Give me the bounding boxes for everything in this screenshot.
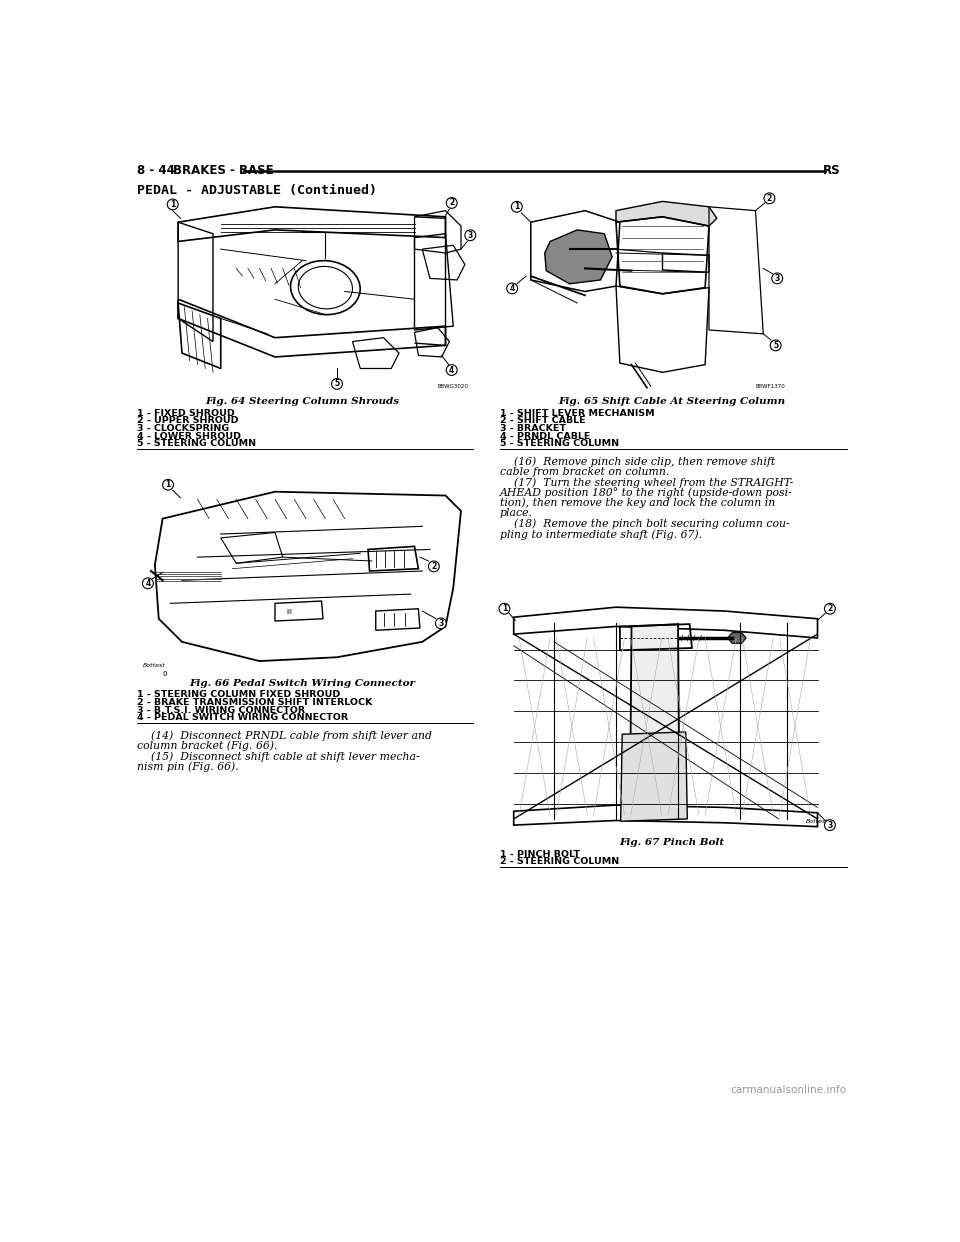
Polygon shape (544, 230, 612, 283)
Text: (14)  Disconnect PRNDL cable from shift lever and: (14) Disconnect PRNDL cable from shift l… (137, 730, 432, 741)
Text: column bracket (Fig. 66).: column bracket (Fig. 66). (137, 740, 277, 751)
Text: 2 - BRAKE TRANSMISSION SHIFT INTERLOCK: 2 - BRAKE TRANSMISSION SHIFT INTERLOCK (137, 698, 372, 707)
Text: (16)  Remove pinch side clip, then remove shift: (16) Remove pinch side clip, then remove… (500, 456, 775, 467)
Text: 3 - CLOCKSPRING: 3 - CLOCKSPRING (137, 424, 229, 433)
Polygon shape (728, 632, 746, 643)
Text: 3 - BRACKET: 3 - BRACKET (500, 424, 565, 433)
Text: 1: 1 (165, 481, 171, 489)
Text: 4 - LOWER SHROUD: 4 - LOWER SHROUD (137, 432, 241, 441)
Text: 4: 4 (510, 284, 515, 293)
Text: (17)  Turn the steering wheel from the STRAIGHT-: (17) Turn the steering wheel from the ST… (500, 477, 793, 488)
Circle shape (446, 197, 457, 209)
Text: 0: 0 (162, 671, 167, 677)
Circle shape (825, 820, 835, 831)
Text: Bottest: Bottest (805, 818, 828, 823)
Text: 1 - FIXED SHROUD: 1 - FIXED SHROUD (137, 409, 235, 417)
Text: 2: 2 (767, 194, 772, 202)
Text: 3: 3 (438, 619, 444, 628)
Text: 2 - UPPER SHROUD: 2 - UPPER SHROUD (137, 416, 238, 425)
Text: 5 - STEERING COLUMN: 5 - STEERING COLUMN (137, 440, 256, 448)
Circle shape (825, 604, 835, 614)
Text: 2: 2 (828, 604, 832, 614)
Text: 1 - PINCH BOLT: 1 - PINCH BOLT (500, 850, 580, 858)
Circle shape (331, 379, 343, 389)
Polygon shape (630, 625, 680, 815)
Text: 4 - PRNDL CABLE: 4 - PRNDL CABLE (500, 432, 590, 441)
Text: RS: RS (823, 164, 841, 178)
Text: 2: 2 (449, 199, 454, 207)
Text: 5 - STEERING COLUMN: 5 - STEERING COLUMN (500, 440, 619, 448)
Text: pling to intermediate shaft (Fig. 67).: pling to intermediate shaft (Fig. 67). (500, 529, 702, 539)
Text: carmanualsonline.info: carmanualsonline.info (731, 1084, 847, 1094)
Text: 2: 2 (431, 561, 437, 571)
Text: 1: 1 (170, 200, 176, 209)
Text: Fig. 64 Steering Column Shrouds: Fig. 64 Steering Column Shrouds (205, 397, 399, 406)
Circle shape (770, 340, 781, 350)
Text: Bottest: Bottest (143, 663, 166, 668)
Text: Fig. 65 Shift Cable At Steering Column: Fig. 65 Shift Cable At Steering Column (558, 397, 785, 406)
Text: 4 - PEDAL SWITCH WIRING CONNECTOR: 4 - PEDAL SWITCH WIRING CONNECTOR (137, 713, 348, 723)
Text: BRAKES - BASE: BRAKES - BASE (173, 164, 274, 178)
Circle shape (764, 193, 775, 204)
Text: 2 - STEERING COLUMN: 2 - STEERING COLUMN (500, 857, 619, 867)
Text: 3: 3 (828, 821, 832, 830)
Text: cable from bracket on column.: cable from bracket on column. (500, 467, 669, 477)
Text: Fig. 67 Pinch Bolt: Fig. 67 Pinch Bolt (619, 838, 725, 847)
Text: 8 - 44: 8 - 44 (137, 164, 175, 178)
Text: PEDAL - ADJUSTABLE (Continued): PEDAL - ADJUSTABLE (Continued) (137, 184, 377, 196)
Circle shape (162, 479, 174, 491)
Circle shape (512, 201, 522, 212)
Polygon shape (616, 201, 717, 226)
Circle shape (428, 561, 440, 571)
Text: place.: place. (500, 508, 533, 518)
Circle shape (507, 283, 517, 294)
Text: tion), then remove the key and lock the column in: tion), then remove the key and lock the … (500, 498, 775, 508)
Text: 4: 4 (449, 365, 454, 375)
Text: 3: 3 (468, 231, 473, 240)
Text: III: III (287, 609, 293, 615)
Circle shape (167, 199, 179, 210)
Text: B8WG3020: B8WG3020 (438, 384, 468, 389)
Text: 1 - SHIFT LEVER MECHANISM: 1 - SHIFT LEVER MECHANISM (500, 409, 655, 417)
Polygon shape (621, 732, 687, 821)
Text: 1: 1 (515, 202, 519, 211)
Text: Fig. 66 Pedal Switch Wiring Connector: Fig. 66 Pedal Switch Wiring Connector (189, 679, 415, 688)
Text: nism pin (Fig. 66).: nism pin (Fig. 66). (137, 761, 239, 773)
Circle shape (465, 230, 476, 241)
Text: 5: 5 (334, 379, 340, 389)
Circle shape (142, 578, 154, 589)
Text: 1 - STEERING COLUMN FIXED SHROUD: 1 - STEERING COLUMN FIXED SHROUD (137, 691, 340, 699)
Text: AHEAD position 180° to the right (upside-down posi-: AHEAD position 180° to the right (upside… (500, 487, 793, 498)
Text: (18)  Remove the pinch bolt securing column cou-: (18) Remove the pinch bolt securing colu… (500, 519, 789, 529)
Text: 3 - B.T.S.I. WIRING CONNECTOR: 3 - B.T.S.I. WIRING CONNECTOR (137, 705, 305, 714)
Text: 3: 3 (775, 274, 780, 283)
Circle shape (446, 365, 457, 375)
Text: 4: 4 (145, 579, 151, 587)
Text: 5: 5 (773, 340, 779, 350)
Circle shape (772, 273, 782, 283)
Circle shape (499, 604, 510, 614)
Text: 2 - SHIFT CABLE: 2 - SHIFT CABLE (500, 416, 586, 425)
Circle shape (436, 619, 446, 628)
Text: 1: 1 (502, 604, 507, 614)
Text: B8WF1370: B8WF1370 (756, 384, 785, 389)
Text: (15)  Disconnect shift cable at shift lever mecha-: (15) Disconnect shift cable at shift lev… (137, 751, 420, 761)
